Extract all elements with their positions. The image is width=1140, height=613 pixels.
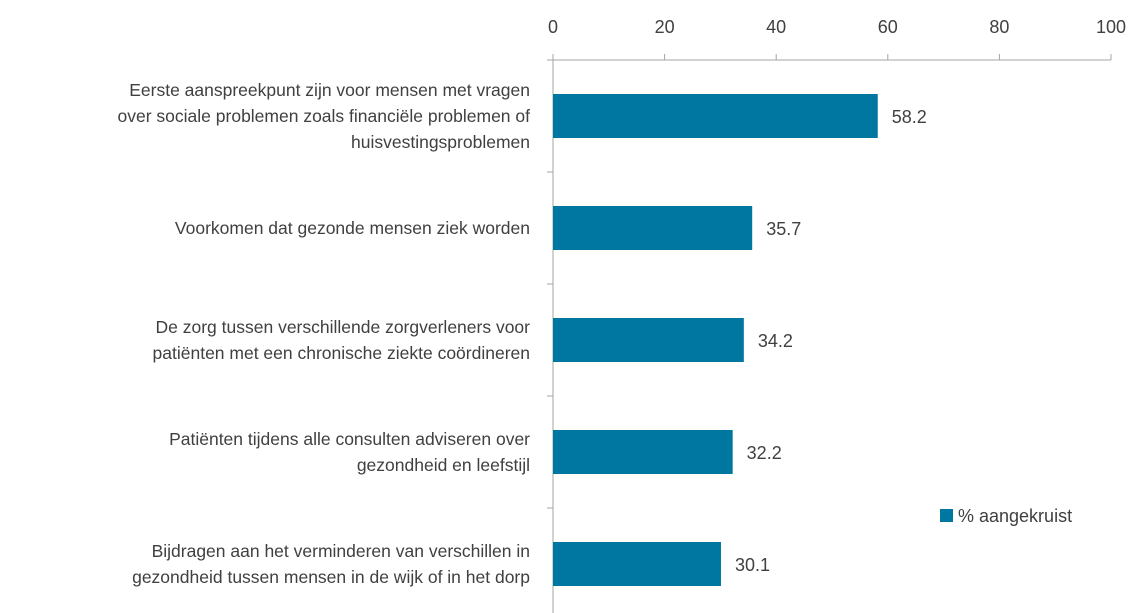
y-tick-label: Eerste aanspreekpunt zijn voor mensen me… <box>117 80 530 152</box>
bar <box>553 542 721 586</box>
value-label: 30.1 <box>735 555 770 575</box>
value-label: 58.2 <box>892 107 927 127</box>
value-label: 34.2 <box>758 331 793 351</box>
y-tick-label: Patiënten tijdens alle consulten adviser… <box>169 429 530 475</box>
legend-swatch <box>940 509 953 522</box>
x-tick-label: 40 <box>766 17 786 37</box>
bar <box>553 430 733 474</box>
bar <box>553 318 744 362</box>
legend-label: % aangekruist <box>958 506 1072 526</box>
x-tick-label: 0 <box>548 17 558 37</box>
y-tick-label: De zorg tussen verschillende zorgverlene… <box>152 317 530 363</box>
y-tick-label: Bijdragen aan het verminderen van versch… <box>132 541 530 587</box>
x-tick-label: 60 <box>878 17 898 37</box>
bar <box>553 206 753 250</box>
bar <box>553 94 878 138</box>
x-tick-label: 20 <box>655 17 675 37</box>
value-label: 32.2 <box>747 443 782 463</box>
x-tick-label: 100 <box>1096 17 1126 37</box>
x-tick-label: 80 <box>989 17 1009 37</box>
value-label: 35.7 <box>766 219 801 239</box>
y-tick-label: Voorkomen dat gezonde mensen ziek worden <box>174 218 530 238</box>
